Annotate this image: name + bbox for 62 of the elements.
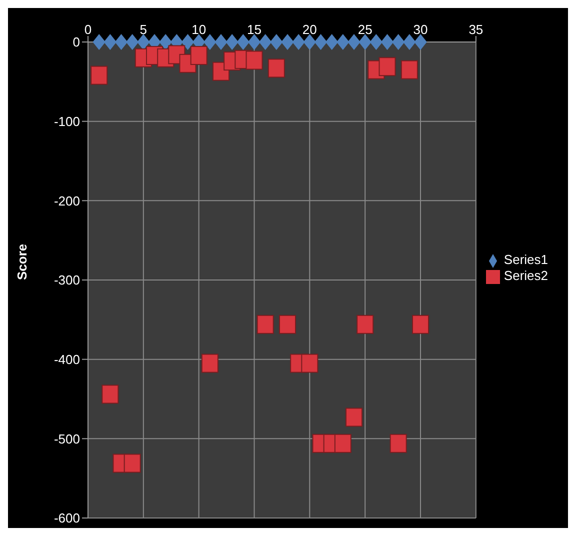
- point: [301, 354, 318, 373]
- point: [190, 46, 208, 65]
- x-tick-label: 20: [302, 22, 317, 37]
- x-tick-label: 5: [140, 22, 148, 37]
- point: [356, 314, 374, 334]
- point: [358, 34, 372, 50]
- point: [334, 434, 352, 453]
- point: [204, 34, 216, 50]
- point: [412, 314, 430, 334]
- x-tick-label: 15: [247, 22, 262, 37]
- y-axis-title: Score: [14, 244, 30, 280]
- x-tick-label: 35: [468, 22, 484, 37]
- point: [281, 34, 294, 50]
- point: [370, 34, 383, 50]
- point: [403, 34, 416, 50]
- point: [336, 34, 350, 50]
- y-tick-label: -200: [54, 193, 80, 208]
- point: [246, 50, 263, 70]
- x-tick-label: 10: [192, 22, 206, 37]
- point: [159, 34, 172, 50]
- point: [124, 454, 141, 473]
- point: [236, 34, 250, 50]
- point: [325, 34, 338, 50]
- point: [181, 34, 194, 50]
- point: [314, 34, 328, 50]
- point: [102, 384, 119, 404]
- point: [201, 354, 218, 373]
- point: [268, 58, 285, 78]
- point: [256, 314, 274, 334]
- x-tick-label: 25: [358, 22, 372, 37]
- point: [90, 66, 108, 85]
- point: [258, 34, 272, 50]
- point: [380, 34, 394, 50]
- point: [92, 34, 106, 50]
- point: [114, 34, 128, 50]
- point: [270, 34, 283, 50]
- point: [392, 34, 405, 50]
- point: [226, 34, 238, 50]
- x-tick-label: 0: [84, 22, 92, 37]
- point: [348, 34, 360, 50]
- point: [104, 34, 117, 50]
- point: [248, 34, 261, 50]
- point: [292, 34, 305, 50]
- point: [279, 314, 296, 334]
- y-tick-label: 0: [72, 34, 80, 50]
- point: [400, 60, 418, 80]
- point: [390, 434, 407, 453]
- legend-label: Series2: [504, 268, 548, 283]
- y-tick-label: -400: [54, 352, 80, 367]
- point: [137, 34, 150, 50]
- y-tick-label: -300: [54, 272, 80, 288]
- y-tick-label: -500: [54, 431, 80, 446]
- y-tick-label: -600: [54, 510, 80, 526]
- point: [303, 34, 316, 50]
- point: [126, 34, 139, 50]
- point: [414, 34, 427, 50]
- x-tick-label: 30: [413, 22, 428, 37]
- point: [346, 408, 363, 427]
- point: [214, 34, 228, 50]
- point: [378, 57, 396, 76]
- legend-label: Series1: [504, 252, 548, 268]
- y-tick-label: -100: [54, 114, 80, 129]
